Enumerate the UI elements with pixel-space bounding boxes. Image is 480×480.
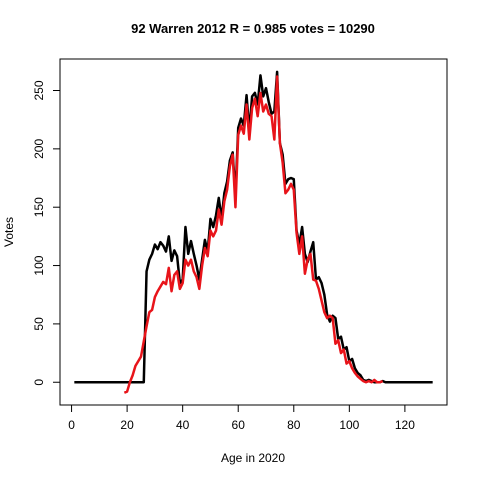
chart-title: 92 Warren 2012 R = 0.985 votes = 10290 [131, 21, 375, 36]
series-line [123, 75, 384, 394]
x-tick-label: 60 [232, 418, 246, 432]
x-tick-label: 40 [176, 418, 190, 432]
y-tick-label: 250 [32, 80, 46, 100]
x-tick-label: 100 [339, 418, 359, 432]
x-tick-label: 20 [120, 418, 134, 432]
y-tick-label: 100 [32, 255, 46, 275]
y-axis-label: Votes [2, 217, 16, 247]
y-tick-label: 200 [32, 139, 46, 159]
x-tick-label: 120 [395, 418, 415, 432]
y-tick-label: 150 [32, 197, 46, 217]
x-tick-label: 80 [287, 418, 301, 432]
series-line [74, 70, 433, 384]
y-tick-label: 0 [32, 379, 46, 386]
plot-frame [59, 58, 448, 406]
y-tick-label: 50 [32, 317, 46, 331]
x-tick-label: 0 [68, 418, 75, 432]
x-axis-label: Age in 2020 [221, 451, 285, 465]
